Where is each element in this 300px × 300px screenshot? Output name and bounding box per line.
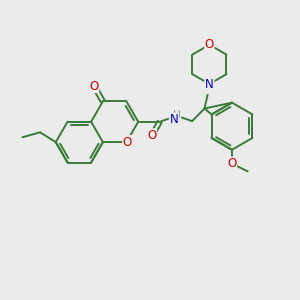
Text: O: O xyxy=(123,136,132,148)
Text: O: O xyxy=(89,80,99,92)
Text: N: N xyxy=(205,80,214,94)
Text: N: N xyxy=(169,113,178,126)
Text: O: O xyxy=(205,38,214,51)
Text: H: H xyxy=(173,110,181,120)
Text: N: N xyxy=(205,77,214,91)
Text: O: O xyxy=(227,157,237,170)
Text: O: O xyxy=(147,129,157,142)
